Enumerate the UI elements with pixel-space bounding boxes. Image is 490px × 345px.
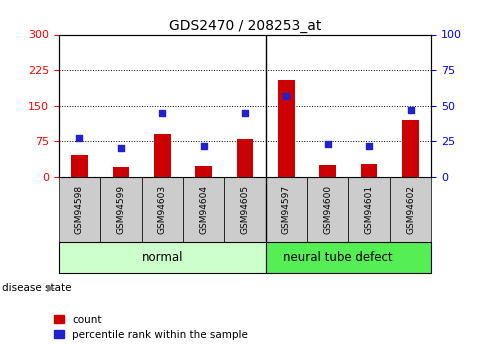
Bar <box>142 177 183 242</box>
Point <box>158 110 166 116</box>
Bar <box>154 134 171 177</box>
Bar <box>402 120 419 177</box>
Bar <box>237 139 253 177</box>
Text: ▶: ▶ <box>47 283 54 293</box>
Text: GSM94598: GSM94598 <box>75 185 84 234</box>
Point <box>282 93 290 98</box>
Text: GSM94601: GSM94601 <box>365 185 374 234</box>
Text: GSM94599: GSM94599 <box>116 185 125 234</box>
Point <box>241 110 249 116</box>
Text: normal: normal <box>142 250 183 264</box>
Bar <box>113 167 129 177</box>
Point <box>200 143 208 148</box>
Point <box>365 143 373 148</box>
Bar <box>278 80 294 177</box>
Point <box>324 141 332 147</box>
Text: GSM94602: GSM94602 <box>406 185 415 234</box>
Text: GSM94605: GSM94605 <box>241 185 249 234</box>
Bar <box>183 177 224 242</box>
Bar <box>319 165 336 177</box>
Text: GSM94603: GSM94603 <box>158 185 167 234</box>
Text: GSM94597: GSM94597 <box>282 185 291 234</box>
Bar <box>100 177 142 242</box>
Bar <box>307 177 348 242</box>
Bar <box>224 177 266 242</box>
Point <box>75 136 83 141</box>
Text: disease state: disease state <box>2 283 72 293</box>
Bar <box>361 164 377 177</box>
Bar <box>348 177 390 242</box>
Text: GSM94600: GSM94600 <box>323 185 332 234</box>
Title: GDS2470 / 208253_at: GDS2470 / 208253_at <box>169 19 321 33</box>
Bar <box>59 241 266 273</box>
Point <box>117 146 125 151</box>
Bar <box>266 177 307 242</box>
Text: GSM94604: GSM94604 <box>199 185 208 234</box>
Point <box>407 107 415 113</box>
Bar <box>71 156 88 177</box>
Legend: count, percentile rank within the sample: count, percentile rank within the sample <box>54 315 248 340</box>
Bar <box>390 177 431 242</box>
Text: neural tube defect: neural tube defect <box>283 250 393 264</box>
Bar <box>196 166 212 177</box>
Bar <box>266 241 431 273</box>
Bar <box>59 177 100 242</box>
